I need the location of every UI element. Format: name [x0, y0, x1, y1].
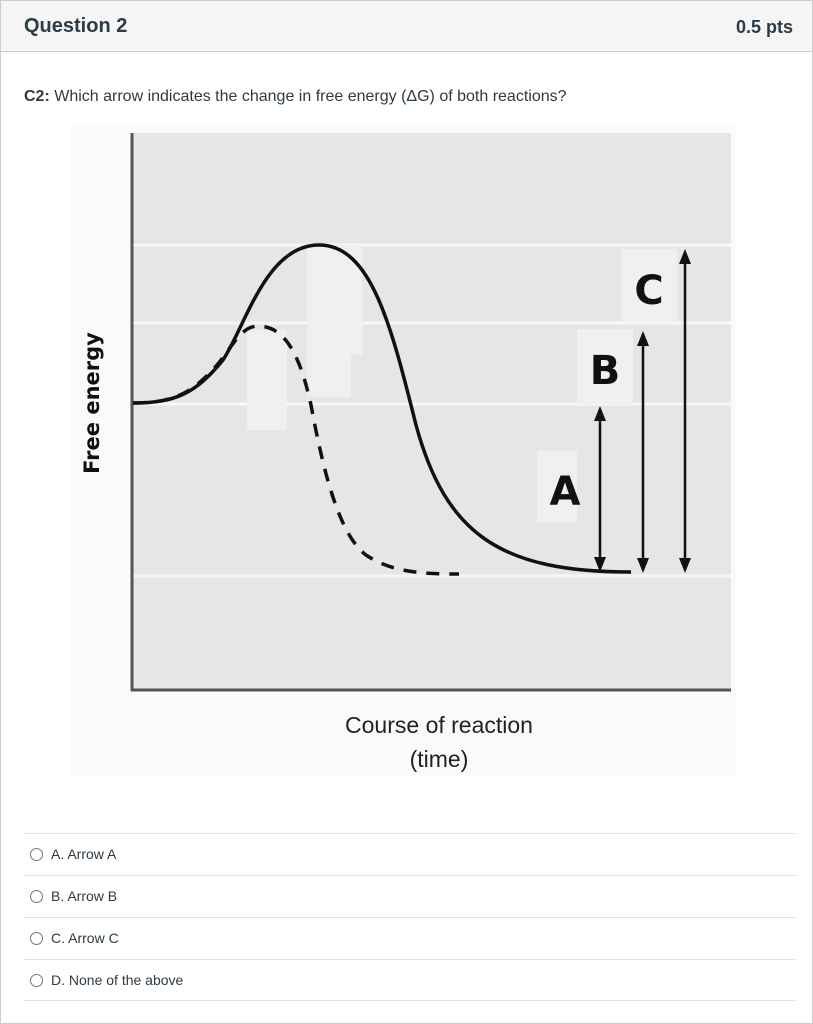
free-energy-diagram: A B C Free energy Course of reaction (ti… — [71, 125, 736, 777]
answer-option-c[interactable]: C. Arrow C — [24, 917, 796, 959]
answer-option-d[interactable]: D. None of the above — [24, 959, 796, 1001]
catalyzed-curve — [132, 324, 460, 576]
radio-button-d[interactable] — [30, 974, 43, 987]
arrow-label-a: A — [550, 469, 581, 515]
arrow-a-head-down — [594, 557, 606, 572]
answer-label-d: D. None of the above — [51, 972, 184, 988]
answer-label-a: A. Arrow A — [51, 846, 117, 862]
label-box-c — [621, 249, 677, 321]
arrow-c-head-up — [679, 249, 691, 264]
answer-option-b[interactable]: B. Arrow B — [24, 875, 796, 917]
plot-area — [131, 133, 731, 691]
highlight-box — [247, 330, 287, 430]
prompt-code: C2: — [24, 88, 50, 105]
answer-option-a[interactable]: A. Arrow A — [24, 833, 796, 875]
arrow-b-head-up — [637, 331, 649, 346]
highlight-box — [307, 335, 351, 397]
arrow-c-head-down — [679, 558, 691, 573]
answer-label-b: B. Arrow B — [51, 888, 118, 904]
y-axis-label: Free energy — [80, 332, 104, 474]
arrow-a-head-up — [594, 406, 606, 421]
question-header: Question 2 0.5 pts — [1, 1, 812, 52]
radio-button-c[interactable] — [30, 932, 43, 945]
label-box-b — [577, 329, 633, 404]
radio-button-a[interactable] — [30, 848, 43, 861]
arrow-label-b: B — [590, 348, 621, 394]
label-box-a — [537, 451, 577, 523]
question-points: 0.5 pts — [735, 17, 793, 37]
x-axis-label-line2: (time) — [410, 746, 469, 772]
radio-button-b[interactable] — [30, 890, 43, 903]
question-prompt: C2: Which arrow indicates the change in … — [24, 88, 567, 106]
arrow-label-c: C — [634, 268, 663, 314]
prompt-text: Which arrow indicates the change in free… — [49, 88, 567, 105]
diagram-svg: A B C Free energy Course of reaction (ti… — [71, 125, 736, 777]
x-axis-label-line1: Course of reaction — [345, 712, 533, 738]
answer-label-c: C. Arrow C — [51, 930, 119, 946]
answer-options: A. Arrow A B. Arrow B C. Arrow C D. None… — [24, 833, 796, 1001]
arrow-b-head-down — [637, 558, 649, 573]
question-title: Question 2 — [24, 15, 128, 37]
